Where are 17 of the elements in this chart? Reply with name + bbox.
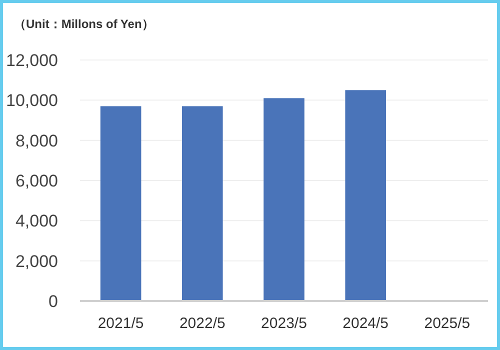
y-tick-label: 2,000 [15,252,58,271]
y-tick-label: 0 [48,292,58,311]
chart-title: （Unit：Millons of Yen） [14,17,154,31]
y-tick-label: 4,000 [15,212,58,231]
bar [100,106,142,301]
bar [345,90,386,301]
x-tick-label: 2022/5 [179,315,226,332]
bar [182,106,223,301]
x-tick-label: 2023/5 [261,315,307,332]
y-tick-label: 10,000 [6,91,58,110]
y-tick-label: 12,000 [6,51,58,70]
y-tick-label: 8,000 [15,131,58,150]
x-tick-label: 2021/5 [98,315,144,332]
x-tick-label: 2024/5 [342,315,389,332]
bar [264,98,304,301]
y-tick-label: 6,000 [15,172,58,190]
x-tick-label: 2025/5 [424,315,470,332]
